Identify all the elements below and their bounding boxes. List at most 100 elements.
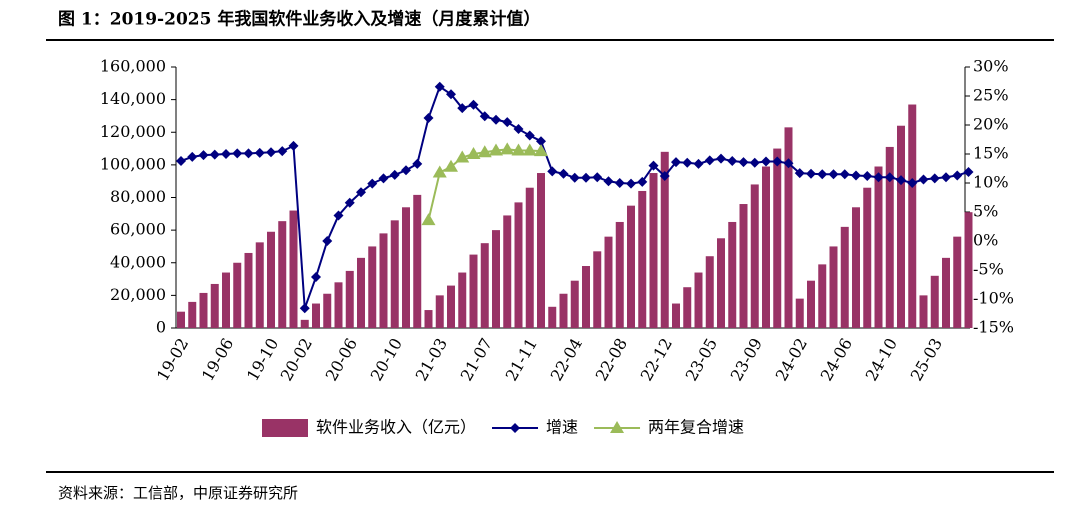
bar	[312, 303, 320, 328]
bar	[953, 236, 962, 328]
marker	[704, 155, 715, 166]
bar	[222, 272, 230, 328]
bar	[762, 166, 770, 328]
bar	[357, 257, 365, 328]
bar	[233, 262, 242, 328]
bar	[199, 292, 208, 328]
chart-title: 图 1：2019-2025 年我国软件业务收入及增速（月度累计值）	[58, 9, 540, 30]
x-tick-label: 20-10	[367, 335, 407, 384]
marker	[637, 176, 648, 187]
bar	[244, 252, 253, 328]
bar	[582, 266, 590, 328]
bar	[784, 127, 793, 328]
x-tick-label: 19-10	[243, 335, 283, 384]
bar	[908, 104, 917, 328]
bar	[188, 301, 197, 328]
x-tick-label: 20-06	[322, 335, 362, 384]
bar	[829, 246, 838, 328]
y2-tick-label: -10%	[973, 289, 1014, 308]
bar	[300, 319, 309, 328]
x-tick-label: 24-02	[772, 335, 812, 384]
marker	[479, 111, 490, 122]
x-tick-label: 21-07	[457, 335, 497, 384]
marker	[547, 166, 558, 177]
marker	[828, 169, 839, 180]
marker	[344, 197, 355, 208]
marker	[477, 145, 492, 158]
bar	[728, 221, 737, 328]
marker	[198, 150, 209, 161]
bar	[323, 293, 332, 328]
bar	[289, 210, 298, 328]
marker	[254, 147, 265, 158]
marker	[176, 155, 186, 166]
x-tick-label: 21-11	[502, 335, 542, 384]
marker	[522, 143, 537, 156]
marker	[434, 81, 445, 92]
legend-swatch	[262, 419, 308, 437]
x-tick-label: 19-02	[153, 335, 193, 384]
marker	[389, 169, 400, 180]
legend-marker	[610, 421, 625, 433]
marker	[918, 174, 929, 185]
marker	[738, 157, 749, 168]
bar	[638, 190, 647, 328]
marker	[333, 210, 344, 221]
marker	[806, 168, 816, 179]
marker	[243, 148, 254, 159]
marker	[491, 114, 501, 125]
y-tick-label: 0	[156, 318, 166, 337]
bar	[750, 184, 759, 328]
bar	[919, 295, 928, 328]
bar	[435, 295, 444, 328]
bar	[863, 187, 872, 328]
marker	[209, 149, 220, 160]
bar	[469, 254, 478, 328]
marker	[614, 178, 625, 188]
bar	[660, 151, 669, 328]
bar	[897, 125, 905, 328]
marker	[489, 143, 503, 156]
line	[427, 148, 542, 221]
line	[180, 85, 969, 309]
marker	[356, 187, 366, 198]
marker	[457, 103, 468, 114]
bar	[818, 264, 827, 328]
marker	[907, 178, 918, 188]
x-tick-label: 22-04	[547, 335, 587, 384]
marker	[817, 169, 828, 180]
marker	[783, 158, 794, 169]
marker	[952, 170, 963, 181]
bar	[705, 256, 714, 328]
marker	[682, 157, 693, 168]
y2-tick-label: 20%	[973, 115, 1009, 134]
bar	[402, 207, 410, 328]
bar	[503, 215, 512, 328]
marker	[266, 147, 276, 158]
bar	[210, 283, 219, 328]
bar	[852, 207, 860, 328]
legend-label: 软件业务收入（亿元）	[316, 418, 476, 437]
y-tick-label: 160,000	[100, 57, 166, 76]
marker	[534, 144, 548, 157]
bar	[717, 238, 725, 328]
bar	[492, 230, 500, 328]
y2-tick-label: 30%	[973, 57, 1009, 76]
y2-tick-label: 0%	[973, 231, 998, 250]
x-tick-label: 23-09	[727, 335, 767, 384]
marker	[558, 168, 569, 179]
bar	[683, 287, 692, 328]
marker	[727, 155, 738, 166]
y2-tick-label: 5%	[973, 202, 998, 221]
legend-marker	[510, 423, 521, 433]
bar	[593, 251, 602, 328]
source: 资料来源：工信部，中原证券研究所	[58, 484, 298, 502]
marker	[862, 171, 873, 182]
marker	[444, 159, 458, 172]
marker	[603, 176, 614, 187]
marker	[581, 172, 591, 183]
y2-tick-label: 15%	[973, 144, 1009, 163]
x-tick-label: 25-03	[907, 335, 947, 384]
marker	[299, 303, 310, 314]
